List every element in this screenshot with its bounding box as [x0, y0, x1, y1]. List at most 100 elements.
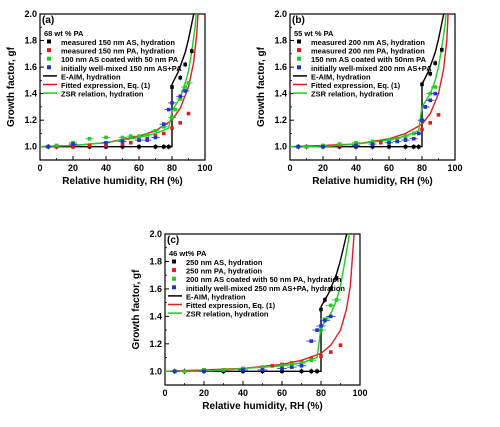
y-tick-label: 1.2: [24, 115, 37, 125]
data-point: [436, 113, 441, 117]
y-tick-label: 1.6: [274, 62, 287, 72]
y-tick-label: 1.4: [274, 89, 287, 99]
y-tick-label: 1.8: [149, 256, 162, 266]
plot-area: [165, 234, 355, 375]
y-tick-label: 1.4: [24, 89, 37, 99]
x-tick-label: 80: [417, 163, 427, 173]
data-point: [71, 142, 75, 146]
data-point: [161, 131, 166, 136]
data-point: [395, 139, 400, 144]
x-tick-label: 20: [199, 388, 209, 398]
data-point: [104, 140, 108, 145]
legend-entry: Fitted expression, Eq. (1): [61, 81, 151, 90]
data-point: [183, 85, 187, 89]
data-point: [416, 131, 421, 136]
data-point: [153, 129, 158, 133]
legend-entry: initially well-mixed 250 nm AS+PA, hydra…: [186, 284, 345, 293]
data-point: [411, 136, 416, 141]
y-axis-label: Growth factor, gf: [131, 269, 142, 350]
data-point: [183, 89, 187, 93]
x-axis-label: Relative humidity, RH (%): [62, 176, 182, 187]
data-point: [354, 140, 358, 145]
data-point: [182, 369, 187, 374]
data-point: [289, 365, 294, 369]
data-point: [334, 276, 339, 280]
data-point: [241, 368, 245, 372]
data-point: [370, 144, 375, 149]
data-point: [120, 144, 125, 149]
data-point: [338, 343, 343, 347]
data-point: [289, 362, 294, 367]
data-point: [428, 98, 433, 103]
data-point: [387, 140, 391, 145]
data-point: [166, 107, 171, 112]
data-point: [173, 107, 178, 112]
data-point: [428, 71, 433, 76]
data-point: [328, 314, 333, 319]
x-tick-label: 80: [316, 388, 326, 398]
y-tick-label: 2.0: [274, 9, 287, 19]
legend-marker: [47, 56, 51, 61]
series-line-1: [165, 234, 348, 372]
legend-entry: E-AIM, hydration: [61, 72, 121, 81]
legend-entry: ZSR relation, hydration: [186, 310, 269, 319]
y-tick-label: 1.6: [24, 62, 37, 72]
y-tick-label: 1.0: [149, 366, 162, 376]
y-tick-label: 1.8: [24, 36, 37, 46]
data-point: [145, 138, 150, 142]
data-point: [433, 85, 437, 89]
series-line-1: [40, 14, 195, 148]
data-point: [161, 125, 166, 129]
data-point: [319, 307, 323, 312]
data-point: [321, 144, 325, 149]
x-tick-label: 40: [351, 163, 361, 173]
legend-marker: [297, 65, 301, 70]
data-point: [319, 354, 323, 358]
legend-marker: [172, 285, 176, 290]
x-axis-label: Relative humidity, RH (%): [202, 401, 322, 412]
data-point: [420, 82, 424, 87]
data-point: [428, 121, 433, 125]
point-series-4: [169, 314, 336, 374]
x-tick-label: 40: [101, 163, 111, 173]
data-point: [183, 62, 187, 67]
legend-entry: ZSR relation, hydration: [311, 90, 394, 99]
data-point: [319, 324, 323, 328]
data-point: [161, 122, 166, 126]
legend-entry: measured 200 nm PA, hydration: [311, 47, 425, 56]
data-point: [221, 368, 226, 372]
data-point: [120, 139, 125, 144]
chart-panel-3: 0 20 40 60 80 100 1.0 1.2 1.4 1.6 1.8 2.0 Relative h…: [131, 229, 368, 412]
composition-annotation: 68 wt % PA: [44, 29, 84, 38]
data-point: [403, 134, 408, 138]
x-tick-label: 80: [167, 163, 177, 173]
data-point: [387, 144, 391, 149]
data-point: [420, 127, 424, 132]
y-tick-label: 1.4: [149, 311, 162, 321]
x-tick-label: 60: [134, 163, 144, 173]
y-tick-label: 1.2: [274, 115, 287, 125]
y-tick-label: 2.0: [24, 9, 37, 19]
series-line-1: [290, 14, 445, 148]
data-point: [416, 144, 421, 149]
data-point: [270, 363, 275, 368]
x-tick-label: 0: [37, 163, 42, 173]
y-tick-label: 1.0: [274, 142, 287, 152]
legend-entry: measured 150 nm PA, hydration: [61, 47, 175, 56]
data-point: [186, 111, 191, 116]
data-point: [440, 48, 444, 52]
y-axis-label: Growth factor, gf: [6, 46, 17, 127]
data-point: [104, 135, 108, 140]
x-tick-label: 60: [277, 388, 287, 398]
legend-entry: 200 nm AS coated with 50 nm PA, hydratio…: [186, 275, 342, 284]
y-tick-label: 1.0: [24, 142, 37, 152]
data-point: [137, 138, 141, 142]
data-point: [190, 49, 194, 53]
composition-annotation: 55 wt % PA: [294, 29, 334, 38]
data-point: [411, 144, 416, 149]
data-point: [202, 369, 206, 374]
data-point: [328, 287, 333, 291]
x-tick-label: 100: [197, 163, 212, 173]
data-point: [403, 138, 408, 142]
